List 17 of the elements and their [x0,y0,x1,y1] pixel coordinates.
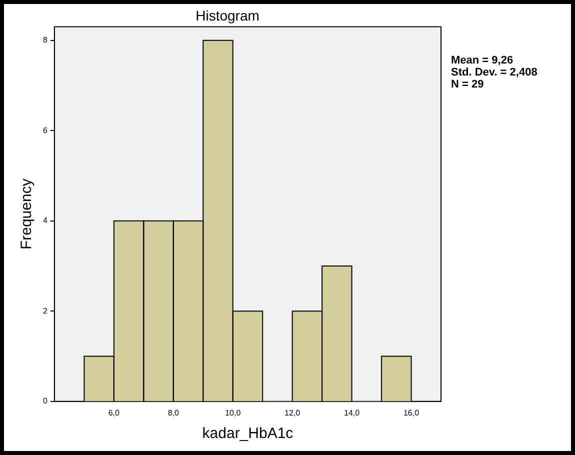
y-tick-label: 2 [42,306,48,316]
x-tick-label: 14,0 [344,408,360,418]
x-axis-title: kadar_HbA1c [202,425,294,442]
x-tick-label: 8,0 [168,408,180,418]
text: N = 29 [451,78,484,90]
x-tick-label: 10,0 [225,408,242,418]
y-tick-label: 6 [42,126,48,135]
y-tick-label: 4 [42,216,48,226]
chart-title: Histogram [196,7,260,24]
text: Std. Dev. = 2,408 [451,66,538,78]
y-tick-label: 0 [42,396,48,406]
x-tick-label: 12,0 [284,408,301,418]
x-tick-label: 6,0 [108,408,120,418]
text: Mean = 9,26 [451,54,514,66]
y-tick-label: 8 [42,36,48,45]
x-tick-label: 16,0 [403,408,420,418]
y-axis-title: Frequency [18,178,36,250]
